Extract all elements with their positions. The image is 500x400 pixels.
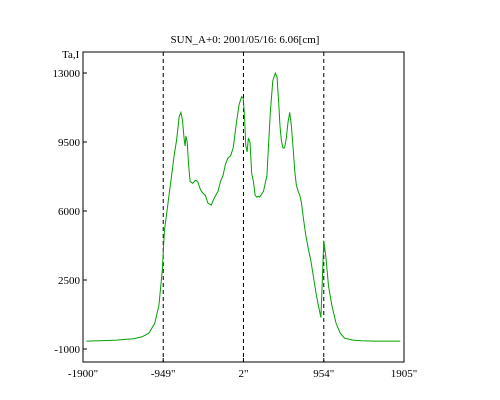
x-tick-label: -1900" — [68, 368, 98, 380]
series-line-0 — [86, 71, 401, 342]
y-tick-label: 9500 — [58, 137, 81, 149]
x-tick-label: 954" — [313, 368, 334, 380]
x-axis-ticks: -1900" -949" 2" 954" 1905" — [68, 358, 417, 380]
y-tick-label: 6000 — [58, 206, 81, 218]
series-layer — [86, 71, 401, 342]
chart-title: SUN_A+0: 2001/05/16: 6.06[cm] — [171, 34, 320, 46]
y-axis-ticks: 13000 9500 6000 2500 -1000 — [53, 68, 87, 356]
y-axis-label: Ta,I — [62, 49, 80, 61]
y-tick-label: 2500 — [58, 275, 81, 287]
y-tick-label: 13000 — [53, 68, 81, 80]
x-tick-label: 2" — [238, 368, 248, 380]
x-tick-label: 1905" — [391, 368, 418, 380]
x-tick-label: -949" — [151, 368, 176, 380]
y-tick-label: -1000 — [54, 344, 80, 356]
